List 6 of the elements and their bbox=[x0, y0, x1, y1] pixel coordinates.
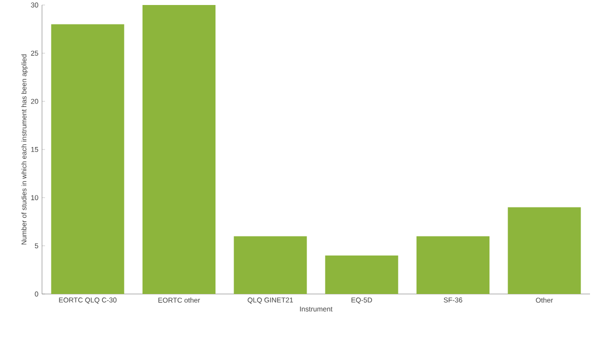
bar bbox=[508, 207, 581, 294]
bar bbox=[416, 236, 490, 294]
bar bbox=[325, 255, 398, 294]
bar bbox=[51, 24, 124, 294]
bar bbox=[142, 4, 216, 294]
bar bbox=[234, 236, 307, 294]
